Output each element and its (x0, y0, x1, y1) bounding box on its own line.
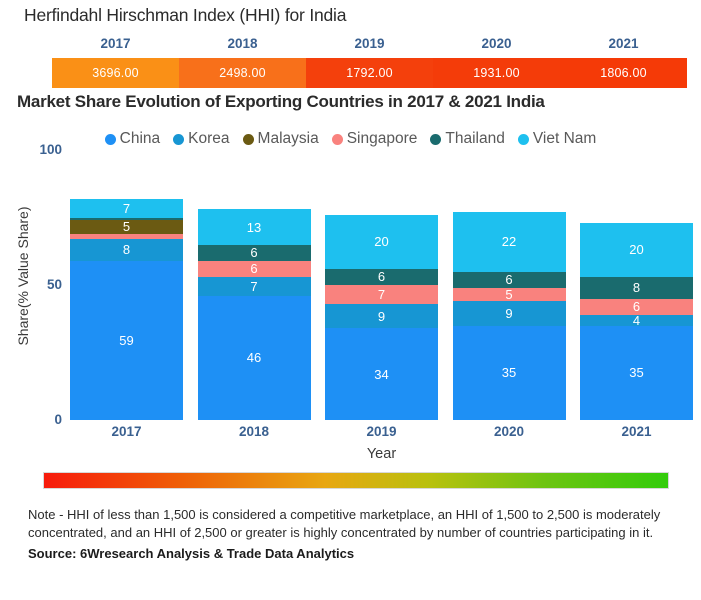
bar-segment-china[interactable]: 46 (197, 295, 311, 420)
x-axis-tick-label: 2021 (621, 424, 652, 439)
legend-swatch-icon (173, 133, 185, 145)
chart-title: Market Share Evolution of Exporting Coun… (17, 92, 545, 111)
x-axis-title: Year (366, 446, 397, 462)
bar-segment-korea[interactable]: 7 (197, 276, 311, 296)
legend-item-malaysia[interactable]: Malaysia (242, 130, 319, 148)
legend-swatch-icon (517, 133, 529, 145)
legend-item-label: Malaysia (257, 130, 319, 147)
hhi-value-cell: 1931.00 (433, 58, 560, 88)
legend-swatch-icon (430, 133, 442, 145)
bar-segment-malaysia[interactable]: 5 (70, 220, 183, 234)
bar-segment-china[interactable]: 34 (325, 328, 438, 420)
bar-segment-thailand[interactable]: 6 (452, 271, 566, 288)
bar-segment-thailand[interactable]: 8 (580, 276, 693, 299)
x-axis-tick-label: 2017 (111, 424, 142, 439)
bar-segment-thailand[interactable] (70, 217, 183, 221)
hhi-value-cell: 1806.00 (560, 58, 687, 88)
bar-segment-thailand[interactable]: 6 (197, 244, 311, 261)
bar-segment-singapore[interactable]: 6 (580, 298, 693, 315)
legend-item-label: Korea (188, 130, 230, 147)
legend-item-viet-nam[interactable]: Viet Nam (517, 130, 597, 148)
bar-segment-thailand[interactable]: 6 (325, 268, 438, 286)
legend-item-korea[interactable]: Korea (173, 130, 230, 148)
y-axis-ticks: 100 50 0 (0, 142, 62, 440)
legend-item-label: Viet Nam (532, 130, 597, 147)
legend-swatch-icon (331, 133, 343, 145)
bar-segment-viet-nam[interactable]: 13 (197, 209, 311, 245)
legend-swatch-icon (104, 133, 116, 145)
hhi-year-header-row: 2017 2018 2019 2020 2021 (52, 36, 687, 51)
bar-column-2021[interactable]: 20 8 6 4 35 (580, 150, 693, 420)
hhi-year-label: 2019 (354, 36, 385, 51)
legend-item-label: Singapore (346, 130, 418, 147)
bar-column-2017[interactable]: 7 5 8 59 (70, 150, 183, 420)
bar-segment-singapore[interactable]: 7 (325, 285, 438, 304)
bar-segment-korea[interactable]: 4 (580, 314, 693, 326)
bar-segment-korea[interactable]: 9 (452, 301, 566, 326)
footer: Note - HHI of less than 1,500 is conside… (28, 506, 688, 561)
x-axis-tick-label: 2019 (366, 424, 397, 439)
bar-segment-korea[interactable]: 8 (70, 239, 183, 261)
legend-item-label: Thailand (445, 130, 505, 147)
footer-note: Note - HHI of less than 1,500 is conside… (28, 507, 661, 541)
stacked-bars-container: 7 5 8 59 13 6 6 7 46 20 6 7 9 34 22 6 5 9 35 20 8 6 4 35 (70, 150, 693, 420)
plot-area: Share(% Value Share) 100 50 0 7 5 8 59 13 6 6 7 46… (0, 142, 701, 462)
x-axis-tick-label: 2020 (493, 424, 525, 439)
bar-segment-viet-nam[interactable]: 20 (325, 214, 438, 269)
bar-segment-china[interactable]: 35 (580, 325, 693, 420)
y-axis-tick-label: 100 (39, 142, 62, 157)
legend-item-china[interactable]: China (104, 130, 161, 148)
bar-segment-viet-nam[interactable]: 22 (452, 212, 566, 272)
legend-swatch-icon (242, 133, 254, 145)
bar-column-2019[interactable]: 20 6 7 9 34 (325, 150, 438, 420)
bar-segment-china[interactable]: 59 (70, 260, 183, 420)
bar-segment-korea[interactable]: 9 (325, 303, 438, 329)
hhi-scale-gradient-strip (43, 472, 669, 489)
footer-source: Source: 6Wresearch Analysis & Trade Data… (28, 545, 355, 561)
hhi-value-cell: 2498.00 (179, 58, 306, 88)
chart-legend: China Korea Malaysia Singapore Thailand Viet … (0, 130, 701, 148)
hhi-title: Herfindahl Hirschman Index (HHI) for Ind… (24, 5, 347, 25)
bar-segment-china[interactable]: 35 (452, 325, 566, 420)
y-axis-tick-label: 50 (46, 277, 62, 292)
x-axis-labels: 2017 2018 2019 2020 2021 (70, 424, 693, 439)
hhi-year-label: 2020 (481, 36, 512, 51)
bar-segment-singapore[interactable] (70, 233, 183, 240)
bar-segment-viet-nam[interactable]: 7 (70, 198, 183, 218)
hhi-value-bar: 3696.00 2498.00 1792.00 1931.00 1806.00 (52, 58, 687, 88)
bar-segment-singapore[interactable]: 5 (452, 287, 566, 302)
bar-segment-singapore[interactable]: 6 (197, 260, 311, 277)
legend-item-thailand[interactable]: Thailand (430, 130, 505, 148)
x-axis-tick-label: 2018 (238, 424, 270, 439)
hhi-year-label: 2018 (227, 36, 258, 51)
bar-segment-viet-nam[interactable]: 20 (580, 222, 693, 277)
hhi-year-label: 2017 (100, 36, 131, 51)
hhi-year-label: 2021 (608, 36, 639, 51)
hhi-value-cell: 3696.00 (52, 58, 179, 88)
hhi-value-cell: 1792.00 (306, 58, 433, 88)
bar-column-2020[interactable]: 22 6 5 9 35 (452, 150, 566, 420)
legend-item-singapore[interactable]: Singapore (331, 130, 418, 148)
bar-column-2018[interactable]: 13 6 6 7 46 (197, 150, 311, 420)
legend-item-label: China (119, 130, 161, 147)
y-axis-tick-label: 0 (54, 412, 62, 427)
